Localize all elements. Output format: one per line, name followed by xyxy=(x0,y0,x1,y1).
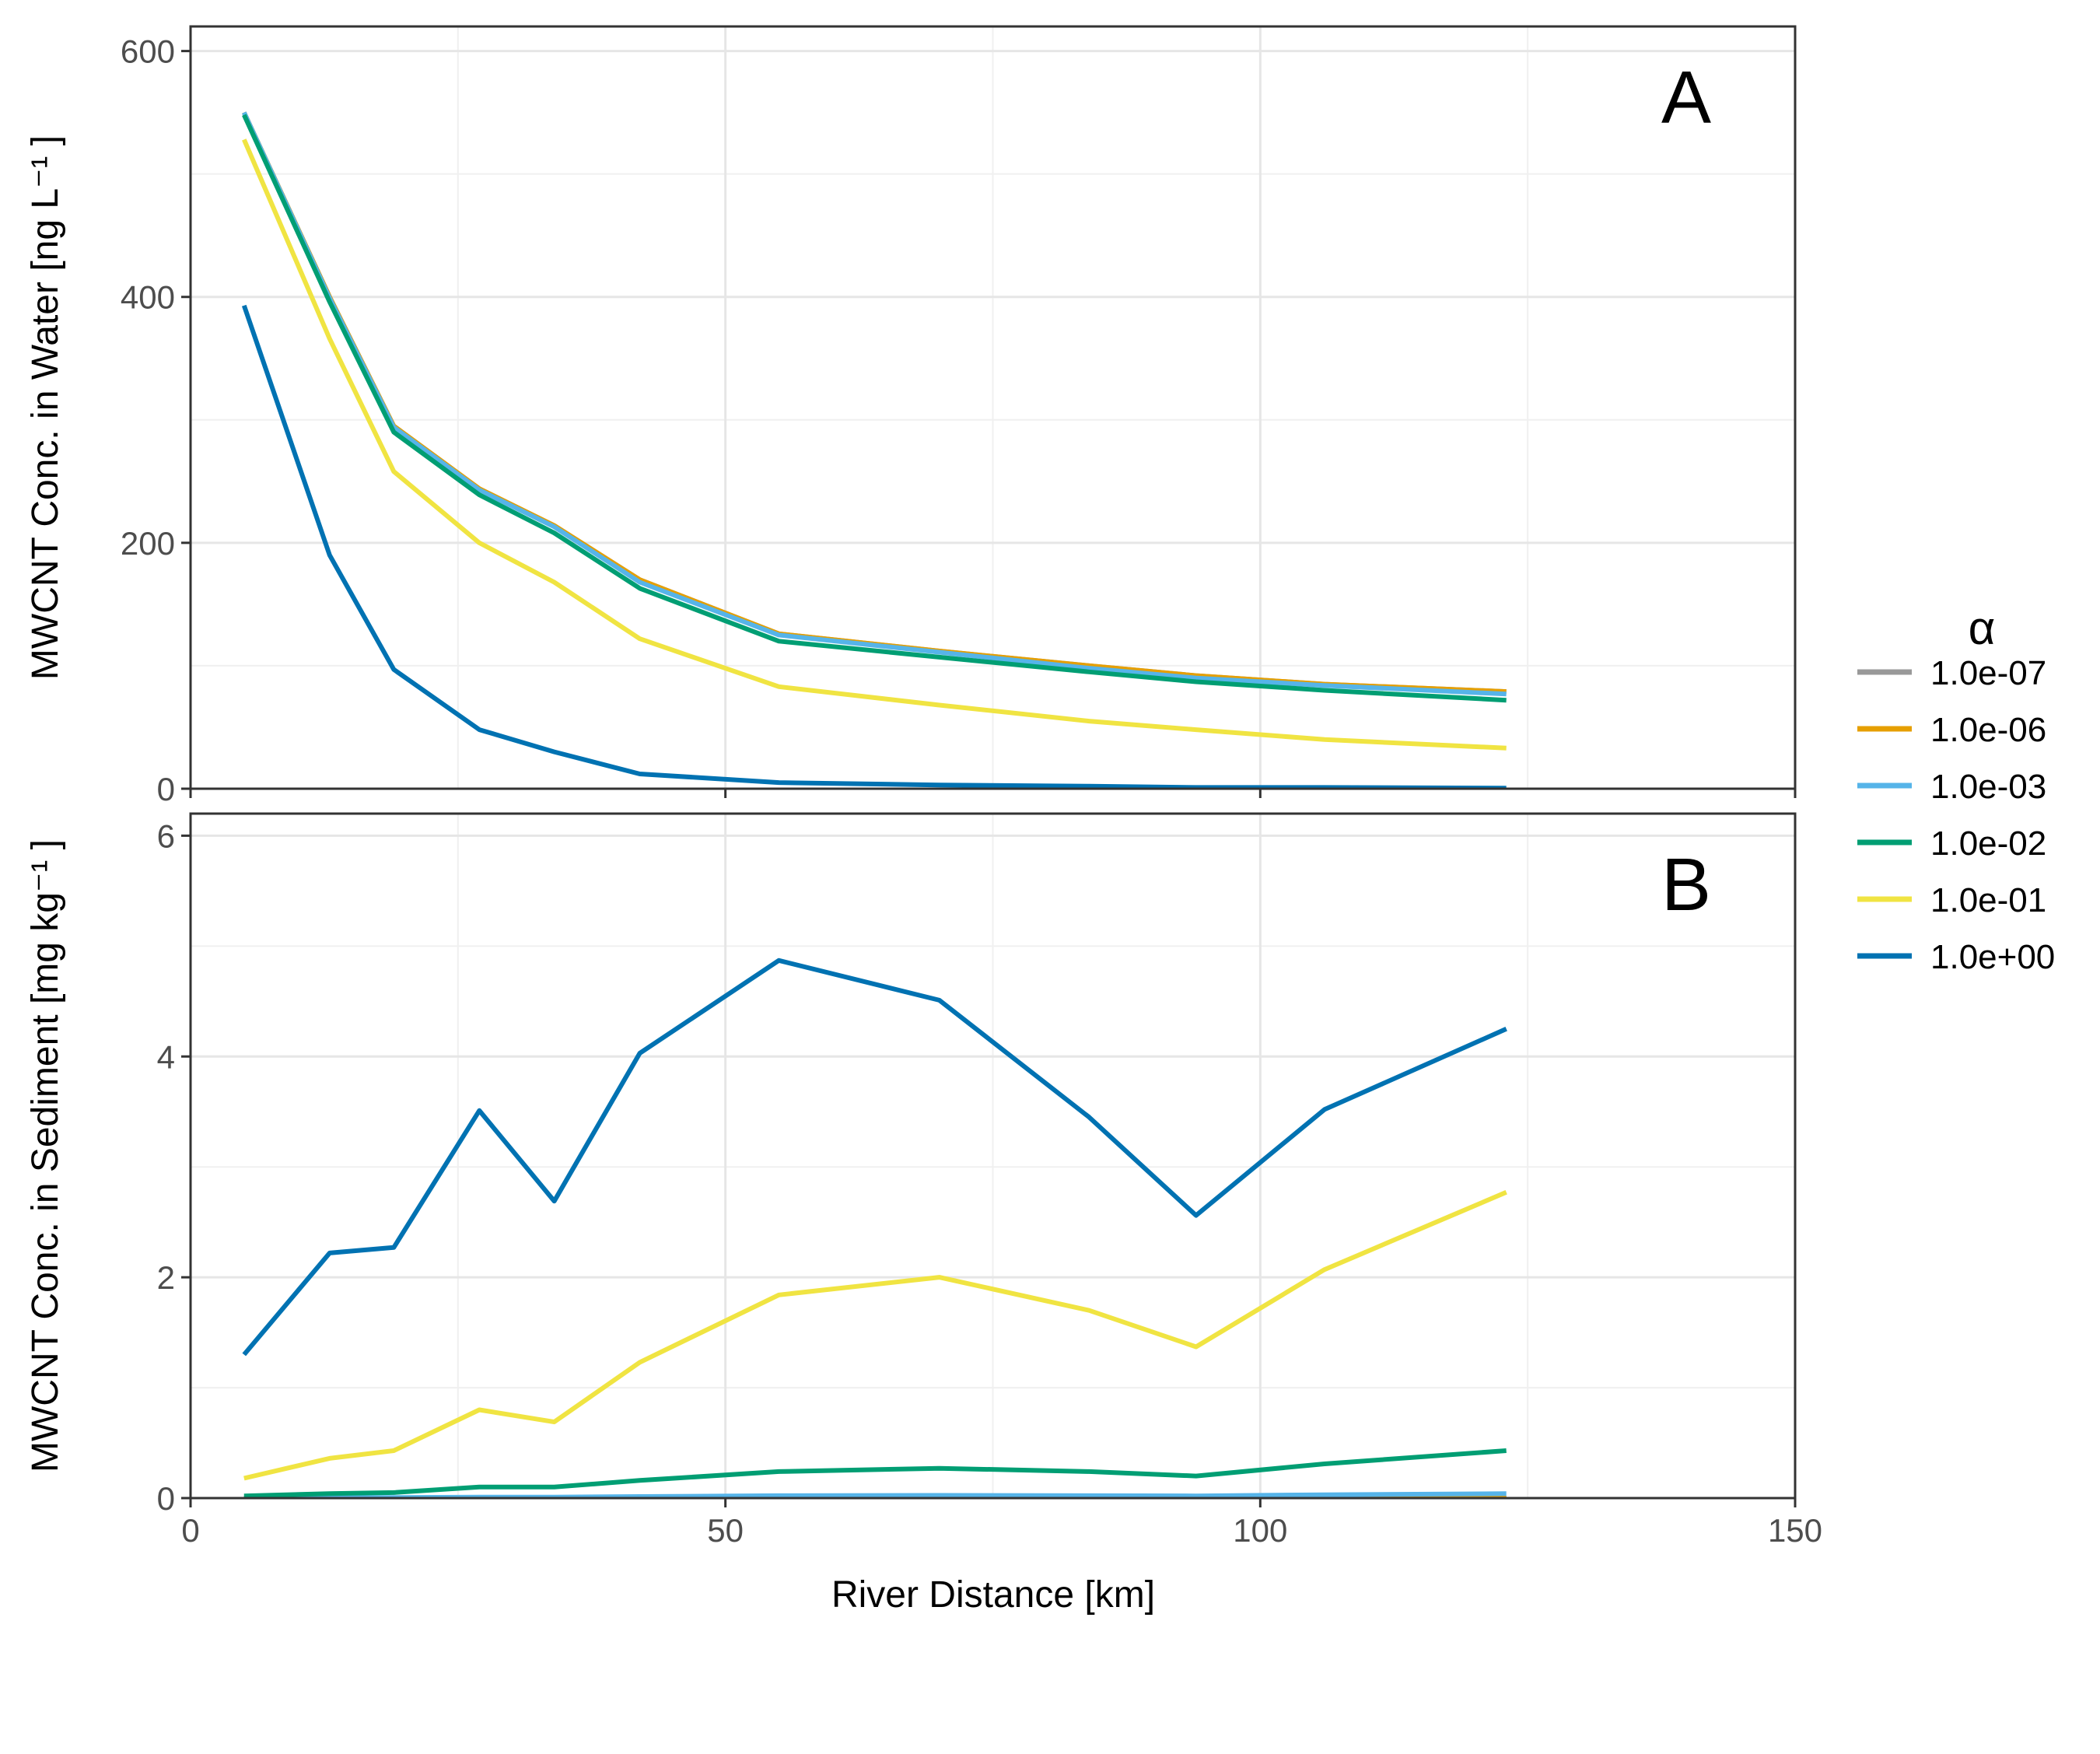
panel-border xyxy=(189,812,1797,1500)
panel-sediment: 0 2 4 6 0 50 100 150 MWCNT Conc. in Sediment [mg… xyxy=(25,812,1822,1549)
legend-label-1.0e-07: 1.0e-07 xyxy=(1930,654,2046,692)
y-tick-label: 200 xyxy=(121,525,175,562)
y-tick-label: 400 xyxy=(121,279,175,316)
x-tick-label: 0 xyxy=(181,1512,199,1549)
legend-label-1.0e-02: 1.0e-02 xyxy=(1930,824,2046,863)
panel-water: 0 200 400 600 MWCNT Conc. in Water [ng L⁻¹ ]… xyxy=(25,25,1797,807)
x-tick-label: 100 xyxy=(1233,1512,1287,1549)
legend-label-1.0e-03: 1.0e-03 xyxy=(1930,768,2046,806)
series-line-1.0e-02 xyxy=(242,114,1507,703)
series-line-1.0e+00 xyxy=(242,958,1507,1357)
x-tick-label: 150 xyxy=(1768,1512,1822,1549)
legend: α 1.0e-07 1.0e-06 1.0e-03 1.0e-02 1.0e-01 1.0… xyxy=(1857,602,2055,976)
legend-label-1.0e+00: 1.0e+00 xyxy=(1930,938,2055,976)
series-line-1.0e-01 xyxy=(242,138,1507,751)
series-group xyxy=(241,111,1507,789)
y-tick-label: 2 xyxy=(157,1259,175,1296)
y-tick-label: 4 xyxy=(157,1038,175,1075)
y-tick-label: 0 xyxy=(157,1480,175,1517)
y-tick-label: 0 xyxy=(157,771,175,807)
legend-label-1.0e-01: 1.0e-01 xyxy=(1930,881,2046,919)
legend-label-1.0e-06: 1.0e-06 xyxy=(1930,711,2046,749)
series-line-1.0e-02 xyxy=(243,1448,1507,1498)
panel-border xyxy=(189,25,1797,790)
y-tick-label: 6 xyxy=(157,817,175,854)
y-axis-title: MWCNT Conc. in Water [ng L⁻¹ ] xyxy=(25,135,66,680)
series-line-1.0e+00 xyxy=(241,304,1507,789)
y-axis-title: MWCNT Conc. in Sediment [mg kg⁻¹ ] xyxy=(25,839,66,1472)
panel-label: B xyxy=(1661,843,1711,926)
x-tick-label: 50 xyxy=(707,1512,744,1549)
series-line-1.0e-01 xyxy=(243,1190,1507,1481)
x-axis-title: River Distance [km] xyxy=(831,1574,1155,1616)
legend-title: α xyxy=(1969,602,1996,654)
y-tick-label: 600 xyxy=(121,33,175,70)
panel-label: A xyxy=(1661,56,1711,139)
